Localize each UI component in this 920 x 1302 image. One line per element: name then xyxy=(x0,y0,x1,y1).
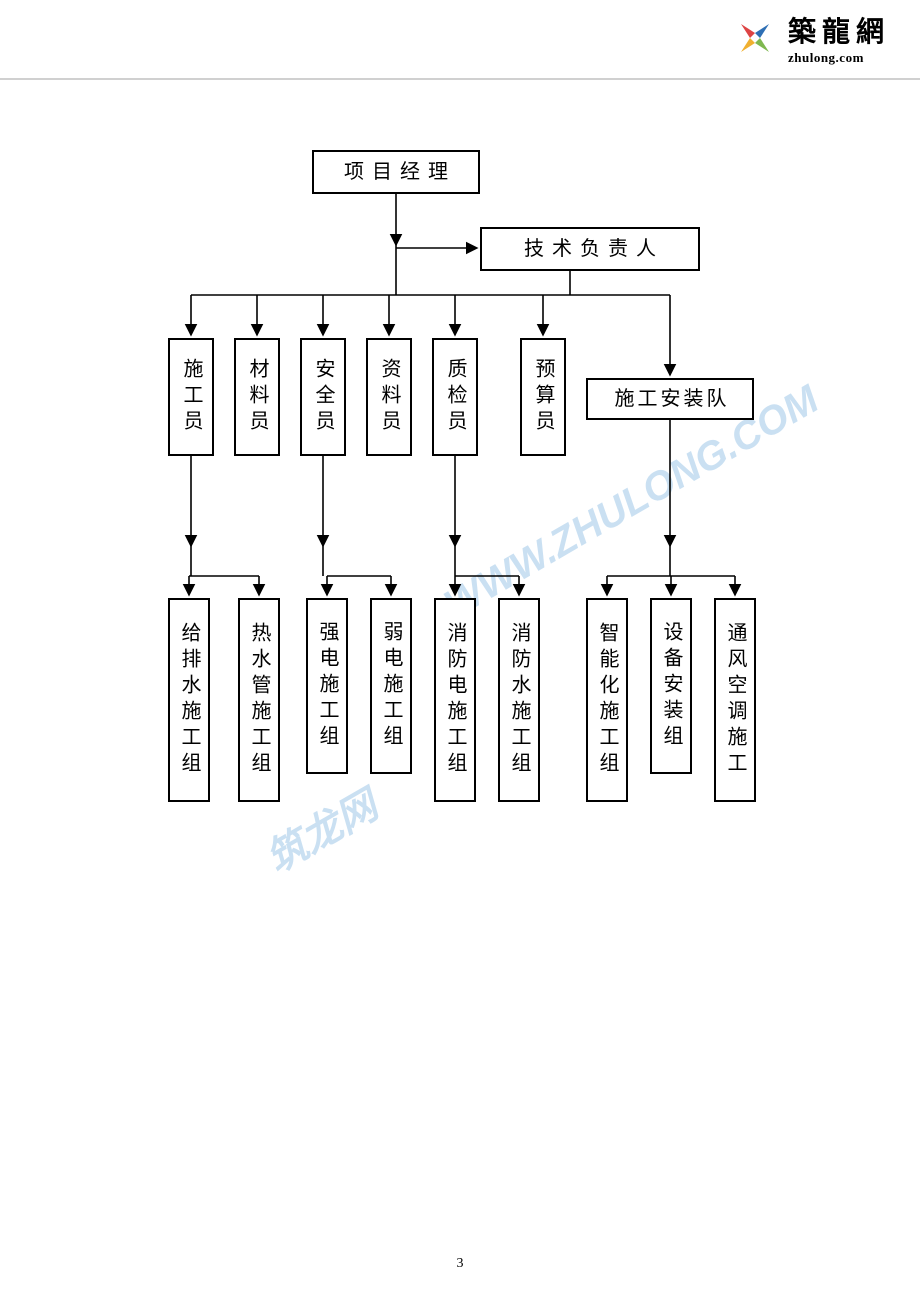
node-strong-elec-group: 强电施工组 xyxy=(306,598,348,774)
logo-text-cn: 築龍網 xyxy=(788,10,890,50)
node-material-staff: 材料员 xyxy=(234,338,280,456)
node-smart-group: 智能化施工组 xyxy=(586,598,628,802)
node-plumbing-group: 给排水施工组 xyxy=(168,598,210,802)
node-equipment-group: 设备安装组 xyxy=(650,598,692,774)
page-number: 3 xyxy=(0,1256,920,1272)
node-construction-staff: 施工员 xyxy=(168,338,214,456)
node-document-staff: 资料员 xyxy=(366,338,412,456)
node-weak-elec-group: 弱电施工组 xyxy=(370,598,412,774)
node-fire-elec-group: 消防电施工组 xyxy=(434,598,476,802)
header: 築龍網 zhulong.com xyxy=(0,0,920,80)
node-project-manager: 项目经理 xyxy=(312,150,480,194)
node-budget-staff: 预算员 xyxy=(520,338,566,456)
logo-icon xyxy=(730,13,780,63)
node-hvac-group: 通风空调施工 xyxy=(714,598,756,802)
logo-text-en: zhulong.com xyxy=(788,50,890,66)
node-safety-staff: 安全员 xyxy=(300,338,346,456)
logo: 築龍網 zhulong.com xyxy=(730,10,890,66)
node-hotwater-group: 热水管施工组 xyxy=(238,598,280,802)
node-quality-staff: 质检员 xyxy=(432,338,478,456)
node-install-team: 施工安装队 xyxy=(586,378,754,420)
node-fire-water-group: 消防水施工组 xyxy=(498,598,540,802)
node-tech-lead: 技术负责人 xyxy=(480,227,700,271)
